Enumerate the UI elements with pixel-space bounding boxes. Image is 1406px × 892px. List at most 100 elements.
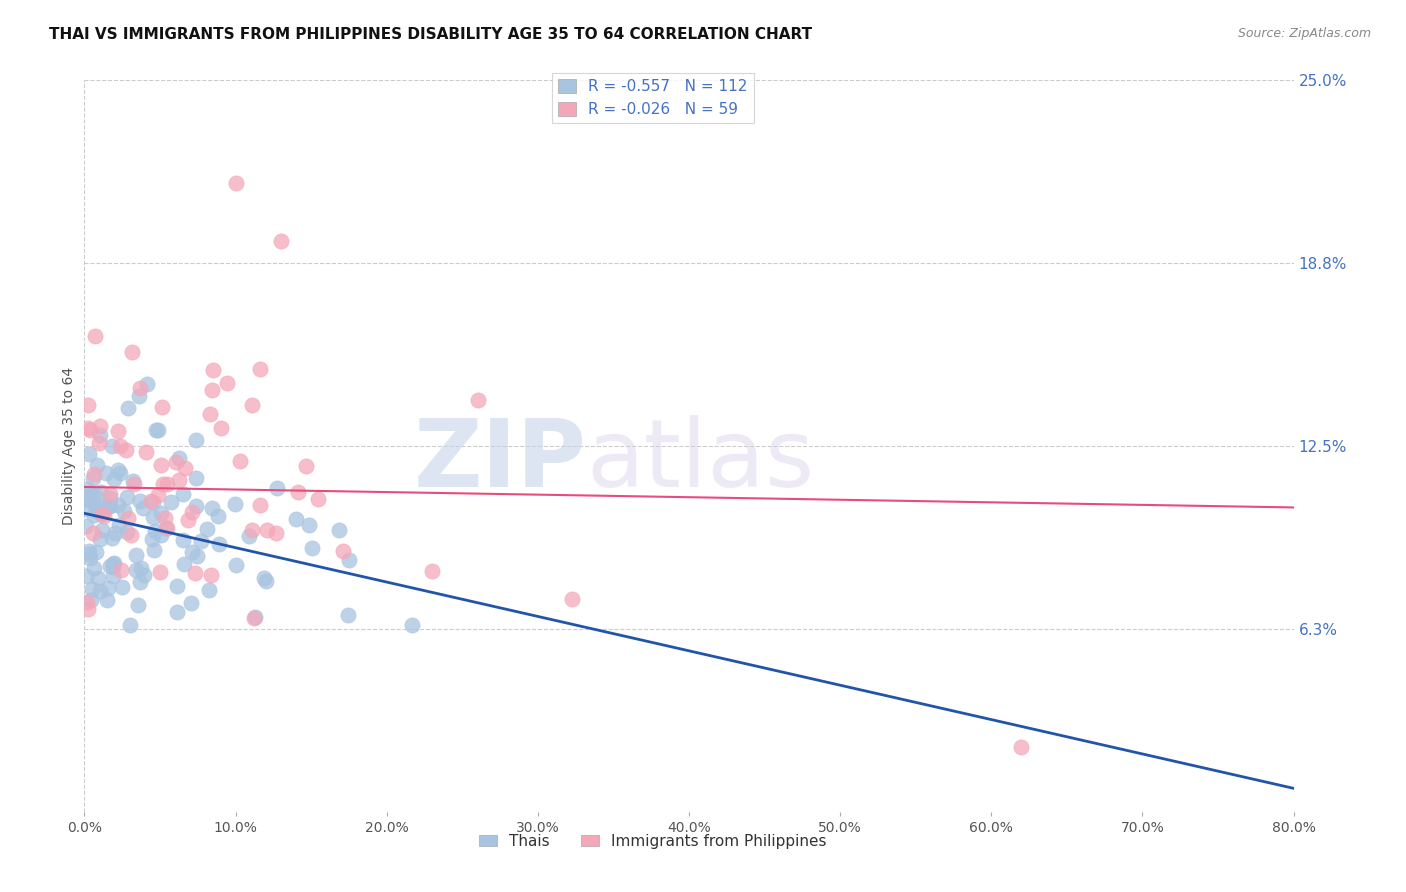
Point [180, 505, 202, 519]
Point [101, 439, 124, 453]
Point [82, 582, 104, 596]
Point [201, 363, 224, 377]
Point [100, 491, 122, 505]
Point [198, 582, 221, 597]
Point [149, 527, 172, 541]
Point [167, 451, 190, 466]
Point [156, 477, 179, 491]
Point [249, 498, 271, 512]
Point [117, 510, 139, 524]
Point [420, 565, 443, 579]
Point [79, 547, 101, 561]
Point [101, 568, 124, 582]
Point [89, 532, 111, 546]
Point [184, 499, 207, 513]
Point [224, 497, 246, 511]
Point [87, 571, 110, 585]
Point [89, 419, 111, 434]
Point [156, 521, 179, 535]
Point [125, 563, 148, 577]
Point [90, 485, 112, 500]
Point [264, 526, 287, 541]
Point [83, 508, 105, 522]
Point [146, 423, 169, 437]
Point [90, 500, 112, 515]
Point [328, 523, 350, 537]
Point [117, 401, 139, 415]
Point [201, 500, 224, 515]
Point [75, 518, 97, 533]
Text: Source: ZipAtlas.com: Source: ZipAtlas.com [1237, 27, 1371, 40]
Point [307, 492, 329, 507]
Point [79, 423, 101, 437]
Point [139, 494, 162, 508]
Point [145, 423, 167, 437]
Point [184, 470, 207, 484]
Point [176, 513, 198, 527]
Point [150, 400, 173, 414]
Point [129, 575, 152, 590]
Point [160, 495, 183, 509]
Point [240, 524, 263, 538]
Point [83, 560, 105, 574]
Point [108, 466, 131, 480]
Point [76, 595, 98, 609]
Point [84, 545, 107, 559]
Point [142, 510, 165, 524]
Point [128, 389, 150, 403]
Y-axis label: Disability Age 35 to 64: Disability Age 35 to 64 [62, 367, 76, 525]
Point [107, 463, 129, 477]
Point [242, 398, 264, 412]
Point [110, 580, 132, 594]
Point [165, 455, 187, 469]
Point [101, 559, 124, 574]
Point [91, 523, 114, 537]
Point [207, 509, 229, 524]
Point [181, 545, 204, 559]
Point [77, 544, 100, 558]
Point [254, 574, 277, 588]
Legend: Thais, Immigrants from Philippines: Thais, Immigrants from Philippines [472, 828, 832, 855]
Point [301, 541, 323, 555]
Point [98, 558, 121, 573]
Point [86, 501, 108, 516]
Point [141, 532, 163, 546]
Point [142, 495, 165, 509]
Point [115, 524, 138, 539]
Point [184, 566, 207, 580]
Point [561, 592, 583, 607]
Point [121, 474, 143, 488]
Point [82, 470, 104, 484]
Point [84, 500, 107, 514]
Point [108, 439, 131, 453]
Point [129, 561, 152, 575]
Point [82, 525, 104, 540]
Point [238, 529, 260, 543]
Point [225, 176, 247, 190]
Point [209, 421, 232, 435]
Point [83, 486, 105, 500]
Point [103, 556, 125, 570]
Point [337, 553, 360, 567]
Point [217, 376, 239, 390]
Point [243, 610, 266, 624]
Point [190, 534, 212, 549]
Point [467, 393, 489, 408]
Point [201, 383, 224, 397]
Point [285, 511, 308, 525]
Point [101, 558, 124, 572]
Point [93, 508, 115, 523]
Point [75, 491, 97, 505]
Point [337, 607, 360, 622]
Point [143, 524, 166, 539]
Point [135, 377, 157, 392]
Point [166, 579, 188, 593]
Point [270, 234, 292, 248]
Point [79, 447, 101, 461]
Point [242, 611, 264, 625]
Point [110, 563, 132, 577]
Point [129, 381, 152, 395]
Point [332, 544, 354, 558]
Point [256, 523, 278, 537]
Point [208, 537, 231, 551]
